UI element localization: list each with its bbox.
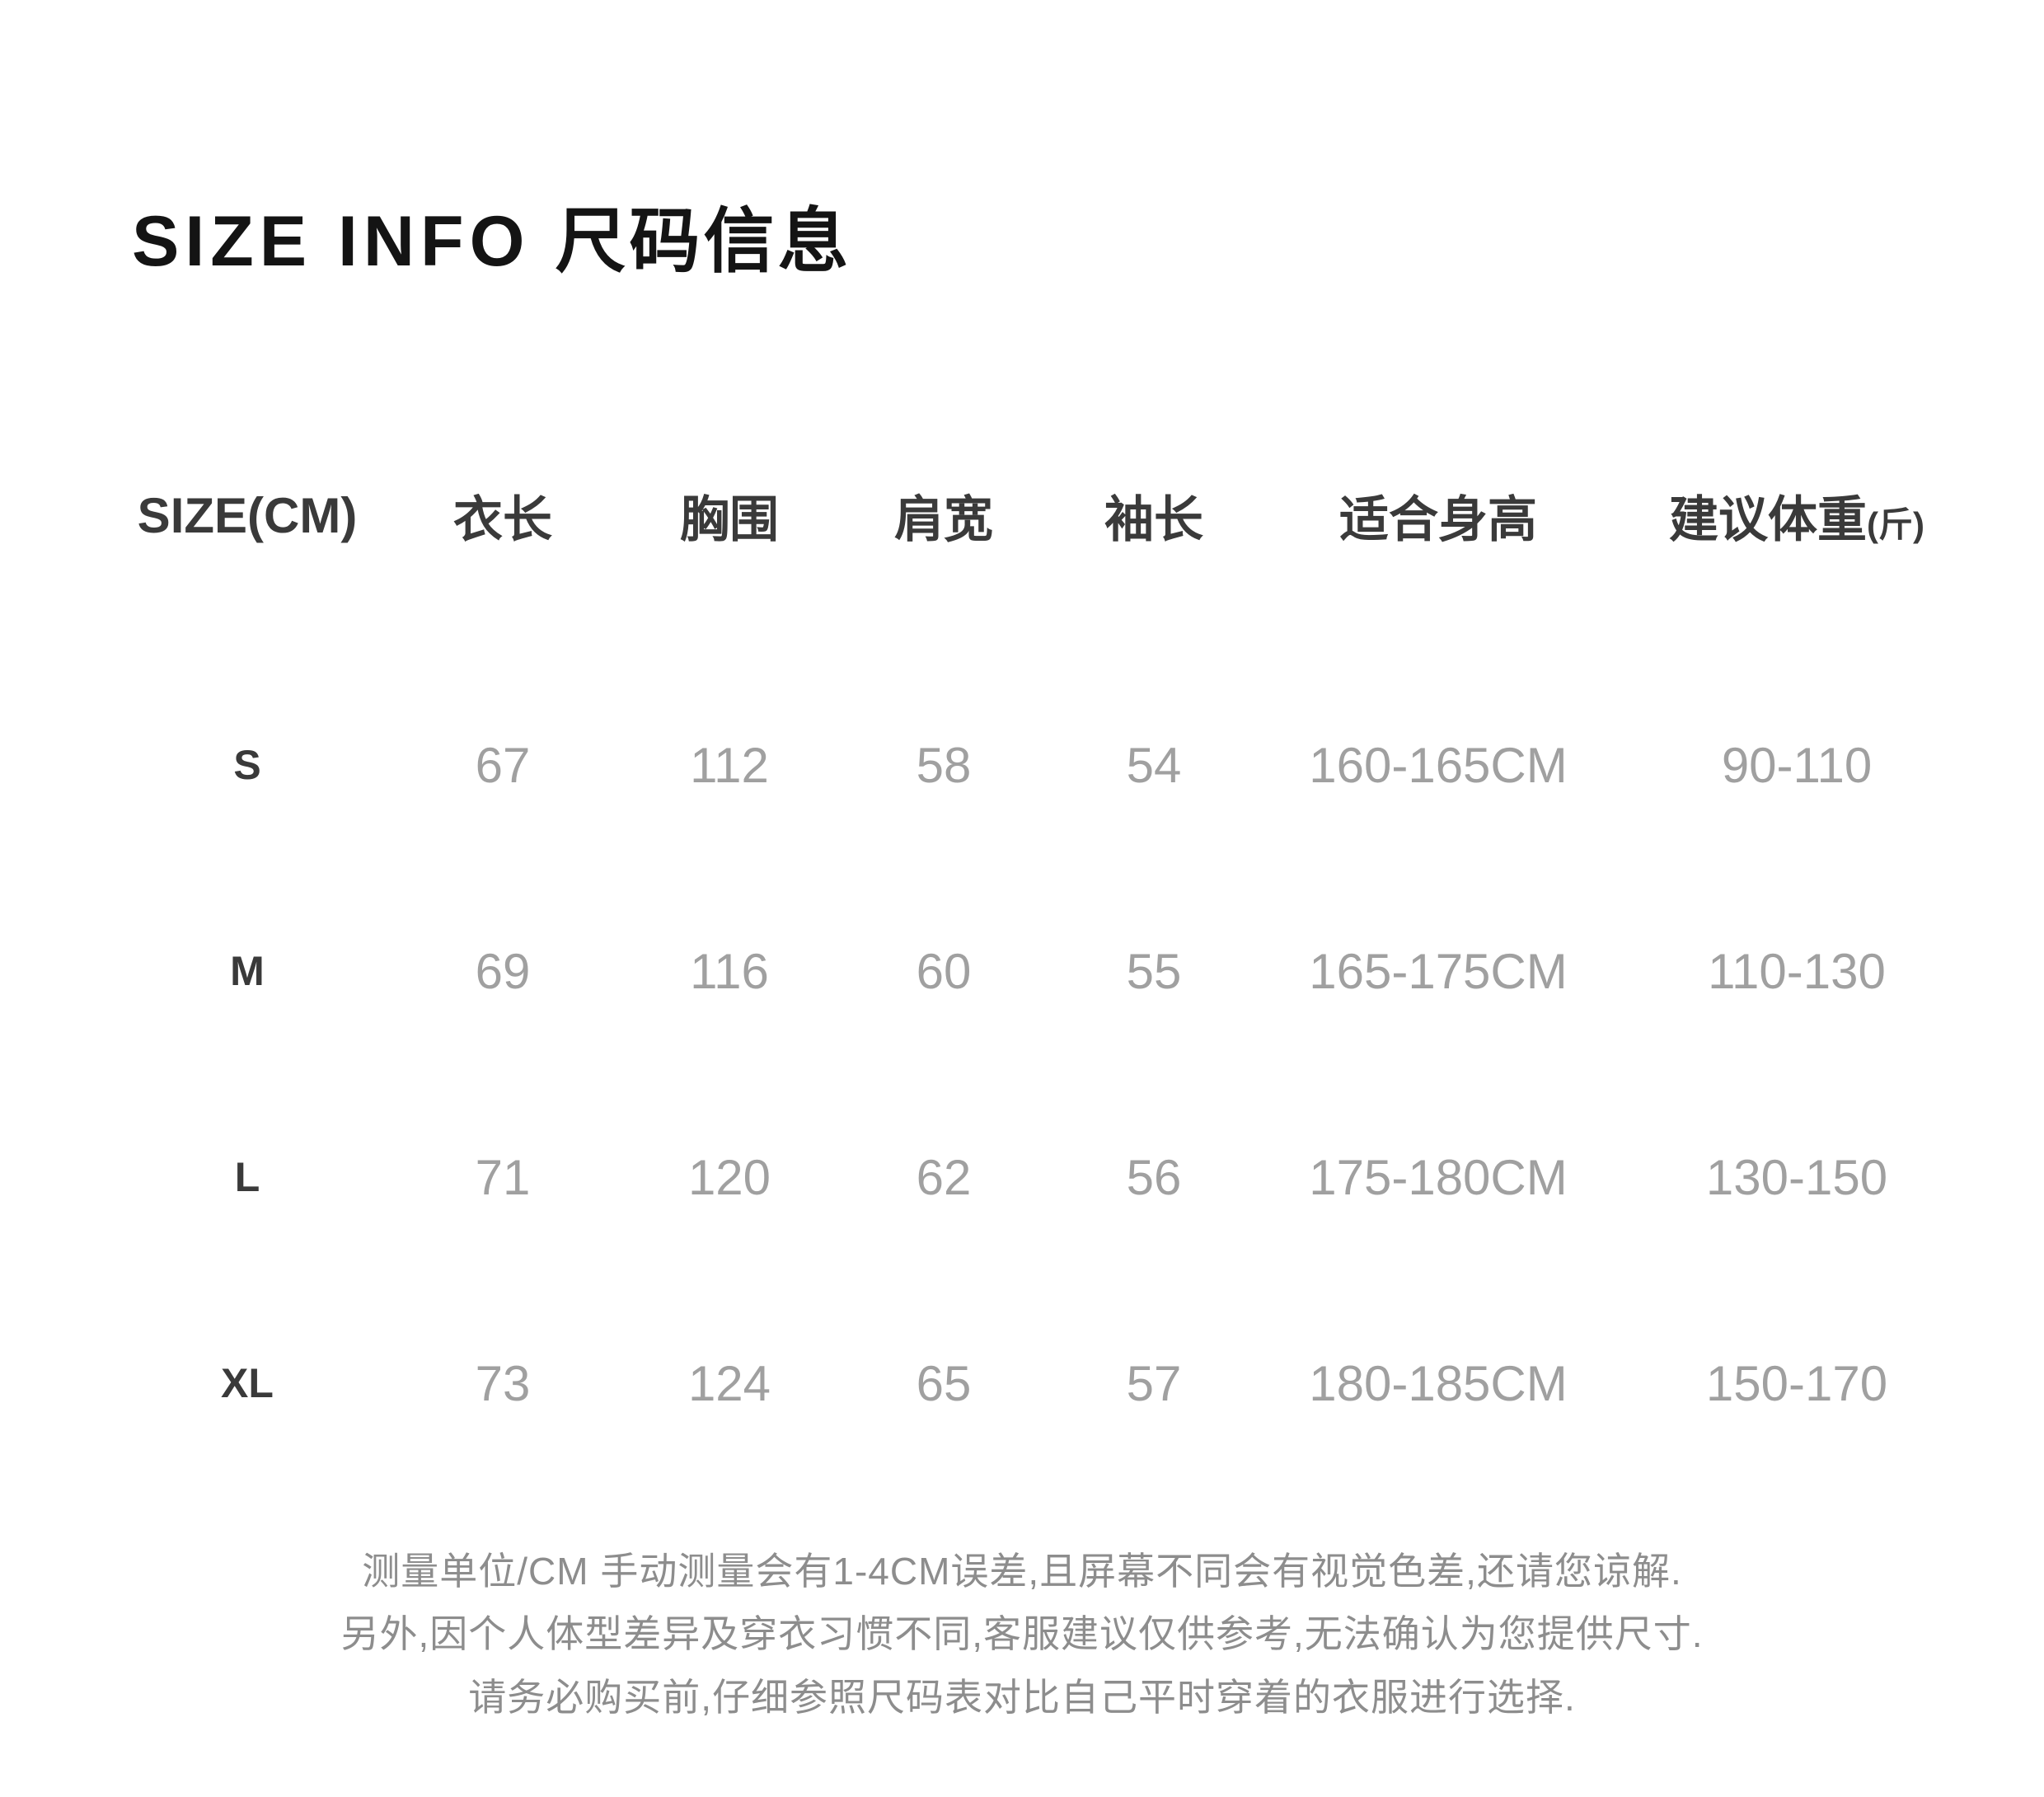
size-label: XL	[221, 1360, 274, 1406]
value-cell-height: 180-185CM	[1309, 1355, 1568, 1411]
column-header-weight: 建议体重(斤)	[1615, 457, 1978, 573]
page-title-english: SIZE INFO	[132, 202, 531, 281]
value-cell-weight: 130-150	[1705, 1149, 1888, 1205]
size-table: SIZE(CM) 衣长 胸围 肩宽 袖长 适合身高 建议体重(斤) S 67 1…	[107, 457, 1978, 1486]
value-cell-sleeve: 54	[1126, 737, 1182, 793]
value-cell-sleeve: 56	[1126, 1149, 1182, 1205]
column-header-weight-unit: (斤)	[1867, 504, 1924, 544]
value-cell-shoulder: 65	[916, 1355, 972, 1411]
note-line-2: 另外,因个人体型差异及穿衣习惯不同,客服建议仅供参考,无法确认为您提供尺寸.	[340, 1612, 1704, 1656]
table-row-l: L 71 120 62 56 175-180CM 130-150	[107, 1074, 1978, 1280]
column-header-size: SIZE(CM)	[137, 487, 358, 543]
table-row-xl: XL 73 124 65 57 180-185CM 150-170	[107, 1280, 1978, 1486]
value-cell-length: 67	[475, 737, 531, 793]
header-spacer	[107, 573, 1978, 662]
value-cell-height: 175-180CM	[1309, 1149, 1568, 1205]
note-line-1: 测量单位/CM 手动测量会有1-4CM误差,且屏幕不同会有视觉色差,还请您谅解.	[362, 1550, 1682, 1593]
value-cell-shoulder: 60	[916, 943, 972, 999]
measurement-notes: 测量单位/CM 手动测量会有1-4CM误差,且屏幕不同会有视觉色差,还请您谅解.…	[0, 1551, 2044, 1740]
value-cell-length: 69	[475, 943, 531, 999]
value-cell-weight: 150-170	[1705, 1355, 1888, 1411]
column-header-sleeve: 袖长	[1104, 491, 1203, 547]
value-cell-sleeve: 55	[1126, 943, 1182, 999]
value-cell-height: 160-165CM	[1309, 737, 1568, 793]
page-title: SIZE INFO 尺码信息	[132, 199, 851, 284]
value-cell-bust: 116	[690, 943, 769, 999]
column-header-height: 适合身高	[1339, 491, 1537, 547]
value-cell-bust: 120	[687, 1149, 771, 1205]
value-cell-bust: 112	[690, 737, 769, 793]
size-label: L	[234, 1154, 260, 1200]
value-cell-height: 165-175CM	[1309, 943, 1568, 999]
page-title-chinese: 尺码信息	[555, 202, 852, 281]
column-header-shoulder: 肩宽	[894, 491, 993, 547]
note-line-3: 请务必购买前,仔细参照尺码表对比自己平时穿着的衣服进行选择.	[468, 1675, 1576, 1719]
value-cell-weight: 110-130	[1708, 943, 1886, 999]
value-cell-length: 73	[475, 1355, 531, 1411]
value-cell-shoulder: 62	[916, 1149, 972, 1205]
table-row-s: S 67 112 58 54 160-165CM 90-110	[107, 662, 1978, 868]
column-header-length: 衣长	[453, 491, 552, 547]
column-header-bust: 胸围	[680, 491, 779, 547]
column-header-weight-label: 建议体重	[1669, 491, 1867, 547]
value-cell-weight: 90-110	[1721, 737, 1873, 793]
value-cell-bust: 124	[687, 1355, 771, 1411]
table-row-m: M 69 116 60 55 165-175CM 110-130	[107, 868, 1978, 1074]
size-label: S	[233, 742, 261, 788]
table-header-row: SIZE(CM) 衣长 胸围 肩宽 袖长 适合身高 建议体重(斤)	[107, 457, 1978, 573]
value-cell-length: 71	[475, 1149, 531, 1205]
size-label: M	[230, 948, 265, 994]
value-cell-shoulder: 58	[916, 737, 972, 793]
value-cell-sleeve: 57	[1126, 1355, 1182, 1411]
